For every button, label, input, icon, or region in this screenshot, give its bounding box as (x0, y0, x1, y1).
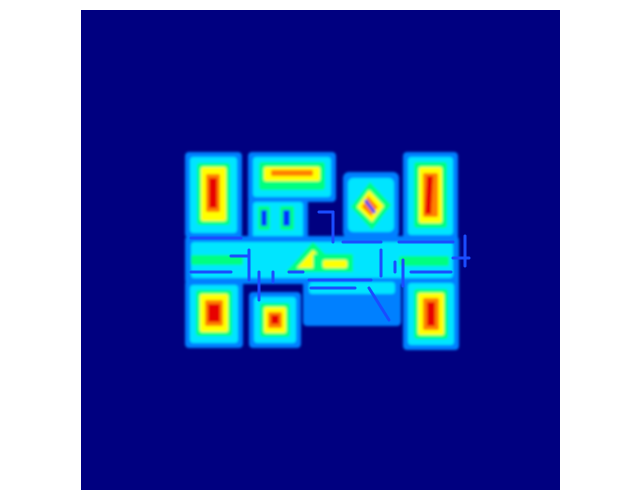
walls (189, 210, 471, 322)
heatmap-image (81, 10, 560, 490)
room-small-cells (248, 198, 308, 242)
room-bottom-right (403, 278, 459, 350)
room-top-right (403, 152, 458, 240)
room-bottom-left (185, 280, 243, 348)
lower-middle-area (303, 278, 401, 326)
corridor-band (185, 236, 459, 284)
room-center-diamond (343, 172, 399, 238)
room-bottom-center-left (249, 292, 301, 348)
room-top-left (185, 152, 242, 238)
room-top-center-left (248, 152, 336, 202)
